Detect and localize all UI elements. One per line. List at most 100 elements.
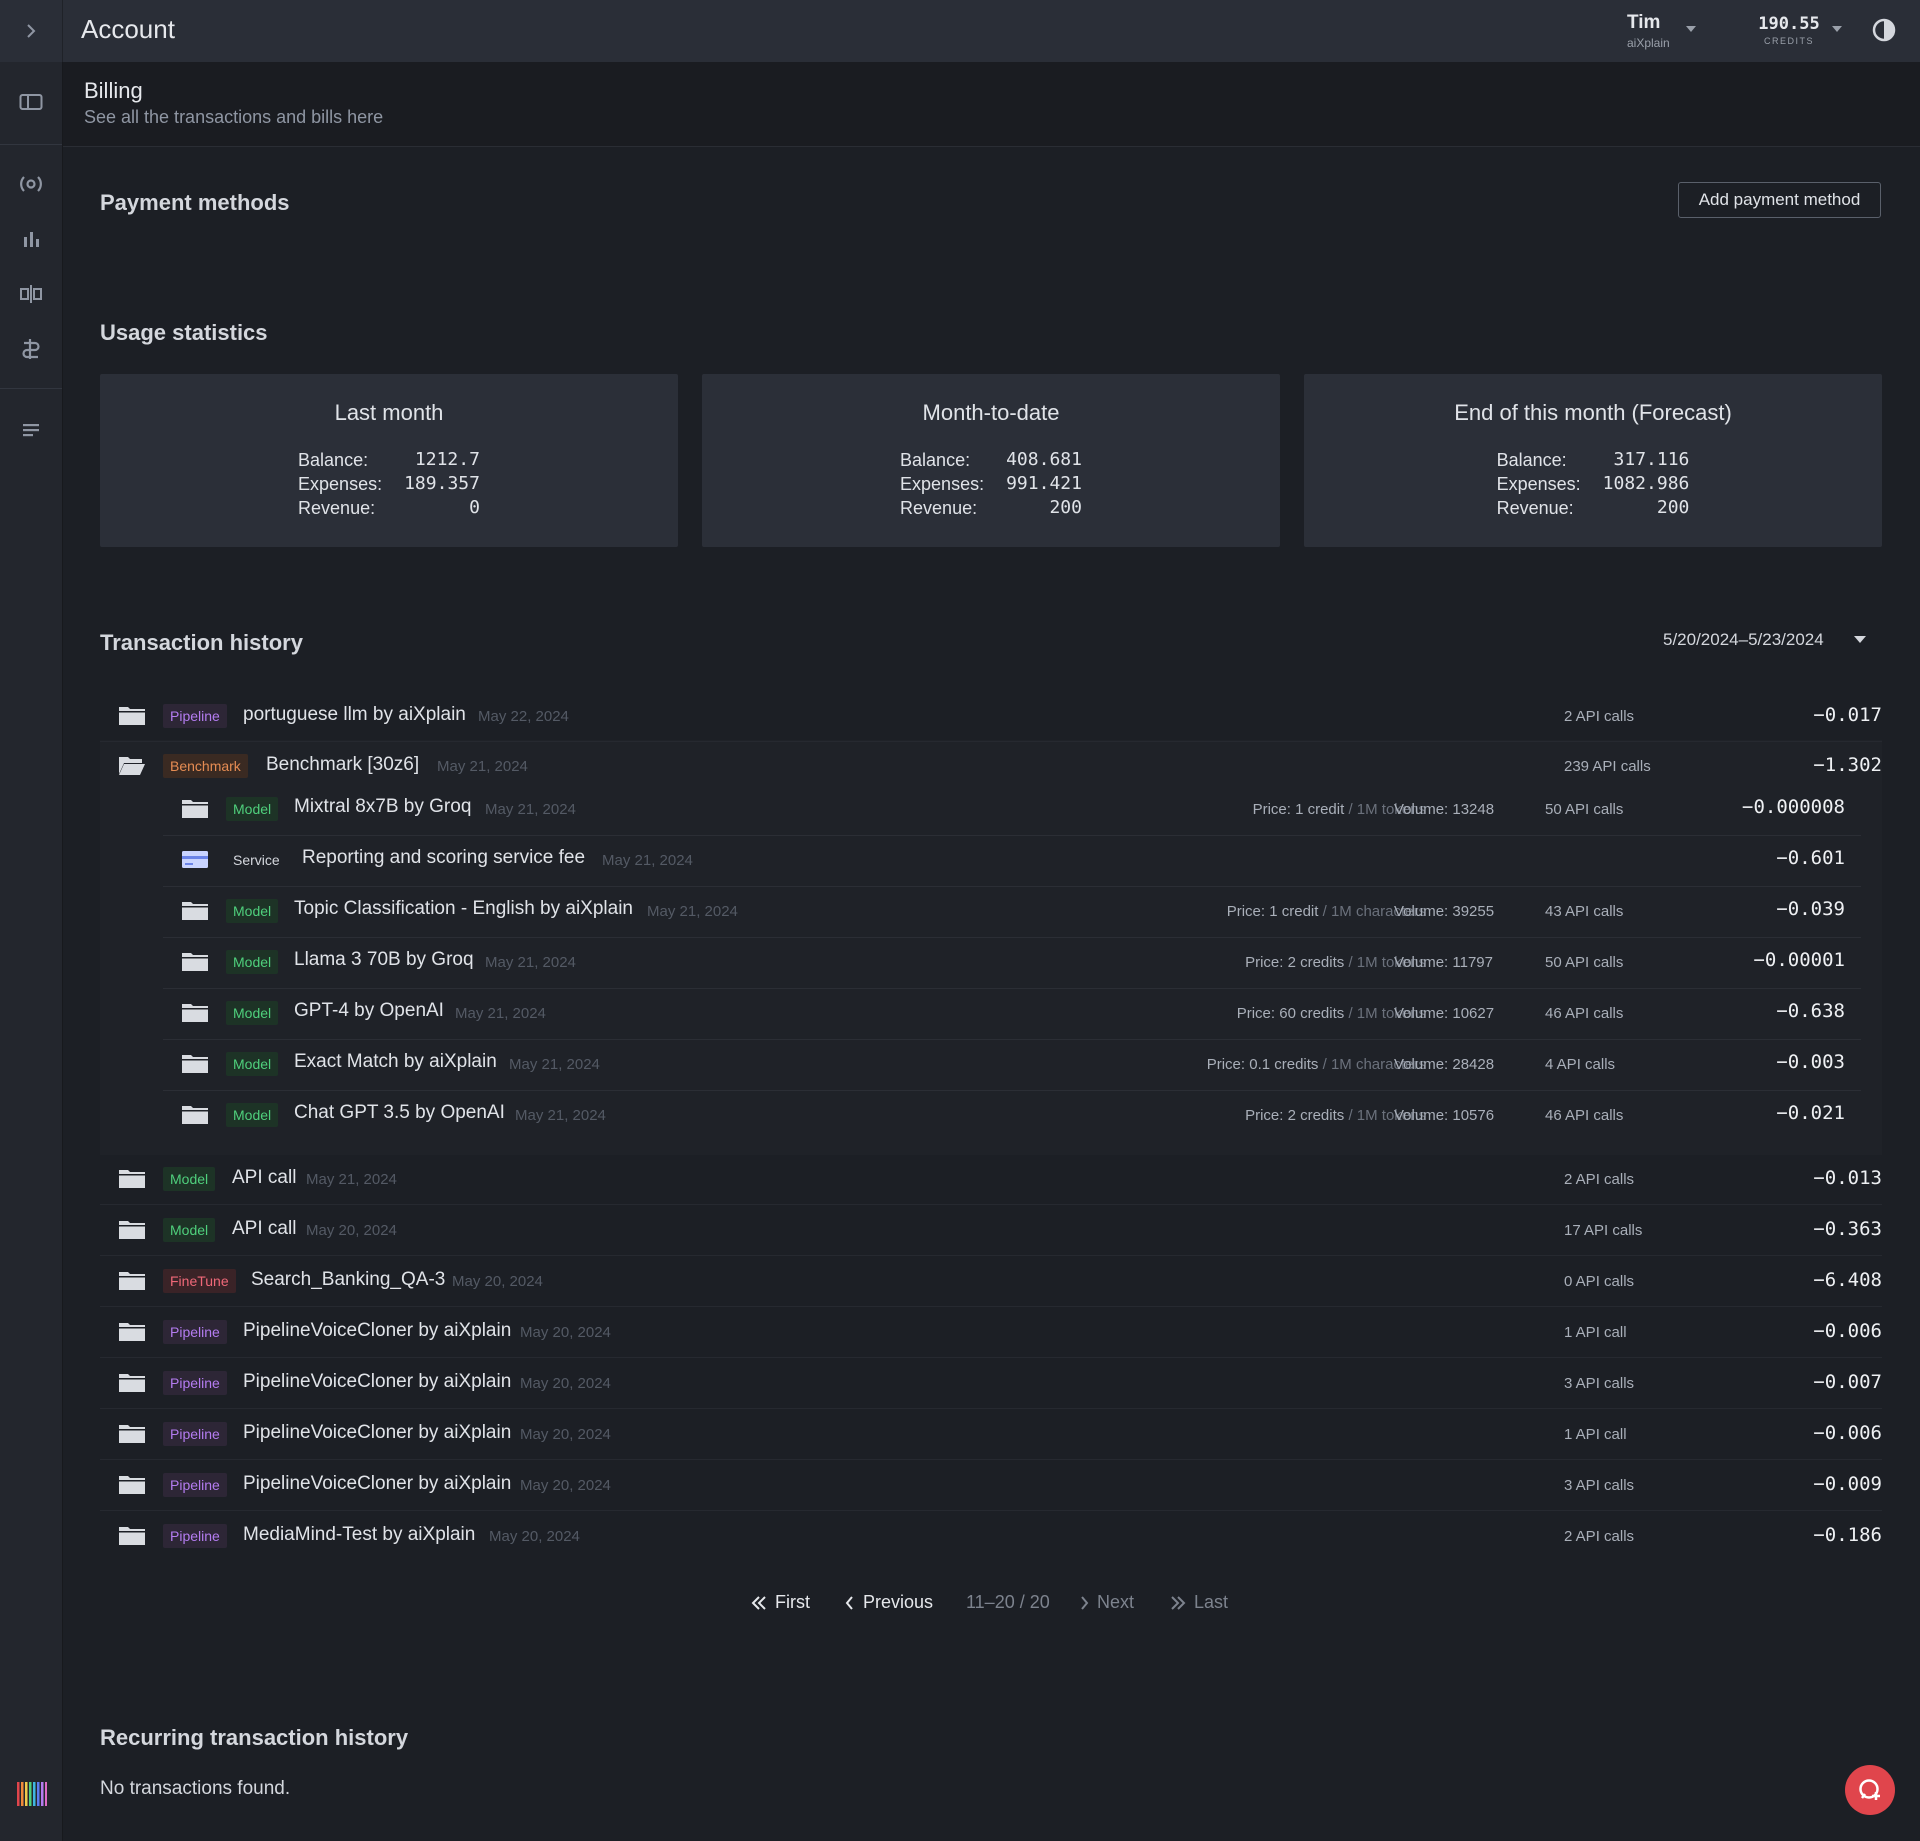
sidebar-divider	[0, 144, 62, 145]
price-unit: 1M tokens	[1356, 954, 1426, 971]
transaction-row[interactable]: FineTune Search_Banking_QA-3 May 20, 202…	[100, 1256, 1882, 1307]
credits-label: CREDITS	[1763, 36, 1814, 46]
add-payment-method-button[interactable]: Add payment method	[1678, 182, 1881, 218]
volume-label: Volume:	[1394, 801, 1449, 818]
amount: −0.363	[1813, 1218, 1882, 1240]
transaction-row[interactable]: Pipeline PipelineVoiceCloner by aiXplain…	[100, 1307, 1882, 1358]
transaction-row[interactable]: Model API call May 21, 2024 2 API calls …	[100, 1154, 1882, 1205]
sidebar-item-docs[interactable]	[19, 418, 43, 442]
type-badge: Pipeline	[163, 1320, 227, 1344]
transaction-row[interactable]: Pipeline MediaMind-Test by aiXplain May …	[100, 1511, 1882, 1561]
type-badge: Model	[226, 1052, 279, 1076]
transaction-row[interactable]: Model API call May 20, 2024 17 API calls…	[100, 1205, 1882, 1256]
chat-plus-icon	[1859, 1779, 1880, 1800]
transaction-row-expanded[interactable]: Benchmark Benchmark [30z6] May 21, 2024 …	[100, 741, 1882, 791]
transaction-row[interactable]: Pipeline PipelineVoiceCloner by aiXplain…	[100, 1460, 1882, 1511]
volume: Volume: 28428	[1394, 1056, 1494, 1073]
child-transaction-row[interactable]: Model Topic Classification - English by …	[163, 886, 1861, 938]
folder-icon	[119, 707, 145, 725]
balance-value: 1212.7	[414, 449, 480, 470]
balance-value: 408.681	[1006, 449, 1082, 470]
amount: −0.039	[1776, 898, 1845, 920]
type-badge: Service	[233, 852, 280, 868]
expand-sidebar-button[interactable]	[0, 0, 63, 62]
caret-down-icon[interactable]	[1832, 26, 1842, 32]
sidebar-item-discover[interactable]	[19, 172, 43, 196]
credits-display[interactable]: 190.55 CREDITS	[1754, 14, 1824, 46]
pagination-last[interactable]: Last	[1170, 1592, 1228, 1613]
volume: Volume: 10576	[1394, 1107, 1494, 1124]
transaction-date: May 21, 2024	[485, 801, 576, 818]
price-unit: 1M characters	[1330, 903, 1426, 920]
chevron-left-icon	[845, 1595, 853, 1610]
unit-price: Price: 2 credits / 1M tokens	[1245, 1107, 1426, 1124]
volume: Volume: 39255	[1394, 903, 1494, 920]
benchmark-group-expanded	[100, 740, 1882, 1155]
child-transaction-row[interactable]: Model GPT-4 by OpenAI May 21, 2024 Price…	[163, 988, 1861, 1040]
volume-value: 28428	[1452, 1056, 1495, 1073]
folder-icon	[182, 800, 208, 818]
last-label: Last	[1194, 1592, 1229, 1612]
card-title: Month-to-date	[922, 400, 1060, 425]
child-transaction-row[interactable]: Model Exact Match by aiXplain May 21, 20…	[163, 1039, 1861, 1091]
folder-icon	[119, 1425, 145, 1443]
transaction-name: Reporting and scoring service fee	[302, 847, 586, 868]
sidebar-item-pipelines[interactable]	[19, 337, 43, 361]
amount: −0.186	[1813, 1524, 1882, 1546]
caret-down-icon[interactable]	[1686, 26, 1696, 32]
child-transaction-row[interactable]: Model Llama 3 70B by Groq May 21, 2024 P…	[163, 937, 1861, 989]
chevron-right-icon	[27, 24, 36, 38]
child-transaction-row[interactable]: Service Reporting and scoring service fe…	[163, 835, 1861, 887]
type-badge: Model	[226, 1103, 279, 1127]
price-separator: /	[1318, 1056, 1331, 1073]
compare-icon	[20, 285, 42, 303]
support-chat-button[interactable]	[1845, 1765, 1895, 1815]
transaction-row[interactable]: Pipeline PipelineVoiceCloner by aiXplain…	[100, 1358, 1882, 1409]
pagination-first[interactable]: First	[751, 1592, 810, 1613]
revenue-value: 200	[1049, 497, 1082, 518]
child-transaction-row[interactable]: Model Chat GPT 3.5 by OpenAI May 21, 202…	[163, 1090, 1861, 1141]
pagination-previous[interactable]: Previous	[845, 1592, 933, 1613]
page-range: 11–20 / 20	[966, 1592, 1050, 1612]
transaction-name: Search_Banking_QA-3	[251, 1269, 446, 1290]
api-calls: 2 API calls	[1564, 1171, 1635, 1188]
unit-price: Price: 1 credit / 1M characters	[1227, 903, 1426, 920]
sidebar-item-compare[interactable]	[19, 282, 43, 306]
volume-label: Volume:	[1394, 903, 1449, 920]
volume-label: Volume:	[1394, 1107, 1449, 1124]
transaction-name: API call	[232, 1218, 297, 1239]
revenue-label: Revenue:	[900, 498, 978, 518]
double-chevron-left-icon	[751, 1595, 766, 1610]
volume-value: 13248	[1452, 801, 1495, 818]
billing-subtitle: See all the transactions and bills here	[84, 107, 384, 127]
transaction-row[interactable]: Pipeline portuguese llm by aiXplain May …	[100, 691, 1882, 742]
api-calls: 239 API calls	[1564, 758, 1651, 775]
transaction-date: May 21, 2024	[647, 903, 738, 920]
theme-toggle-icon[interactable]	[1872, 18, 1896, 42]
folder-icon	[119, 1323, 145, 1341]
price-separator: /	[1344, 1107, 1357, 1124]
user-menu[interactable]: Tim aiXplain	[1627, 12, 1670, 50]
child-transaction-row[interactable]: Model Mixtral 8x7B by Groq May 21, 2024 …	[163, 784, 1861, 836]
date-range-picker[interactable]: 5/20/2024–5/23/2024	[1663, 630, 1824, 649]
amount: −0.006	[1813, 1320, 1882, 1342]
sidebar-item-benchmark[interactable]	[19, 227, 43, 251]
volume-value: 10576	[1452, 1107, 1495, 1124]
transaction-name: PipelineVoiceCloner by aiXplain	[243, 1371, 512, 1392]
sidebar-item-dashboard[interactable]	[19, 90, 43, 114]
price-value: 1 credit	[1295, 801, 1345, 818]
folder-icon	[119, 1170, 145, 1188]
pagination-next[interactable]: Next	[1079, 1592, 1134, 1613]
transaction-date: May 22, 2024	[478, 708, 569, 725]
caret-down-icon[interactable]	[1854, 636, 1866, 643]
type-badge: Pipeline	[163, 1422, 227, 1446]
type-badge: Model	[226, 797, 279, 821]
pagination-range: 11–20 / 20	[966, 1592, 1050, 1613]
volume-value: 39255	[1452, 903, 1495, 920]
route-icon	[22, 339, 40, 359]
transaction-row[interactable]: Pipeline PipelineVoiceCloner by aiXplain…	[100, 1409, 1882, 1460]
recurring-history-title: Recurring transaction history	[100, 1725, 409, 1750]
top-bar: Account Tim aiXplain 190.55 CREDITS	[0, 0, 1920, 63]
price-value: 0.1 credits	[1249, 1056, 1319, 1073]
type-badge: Model	[163, 1167, 216, 1191]
